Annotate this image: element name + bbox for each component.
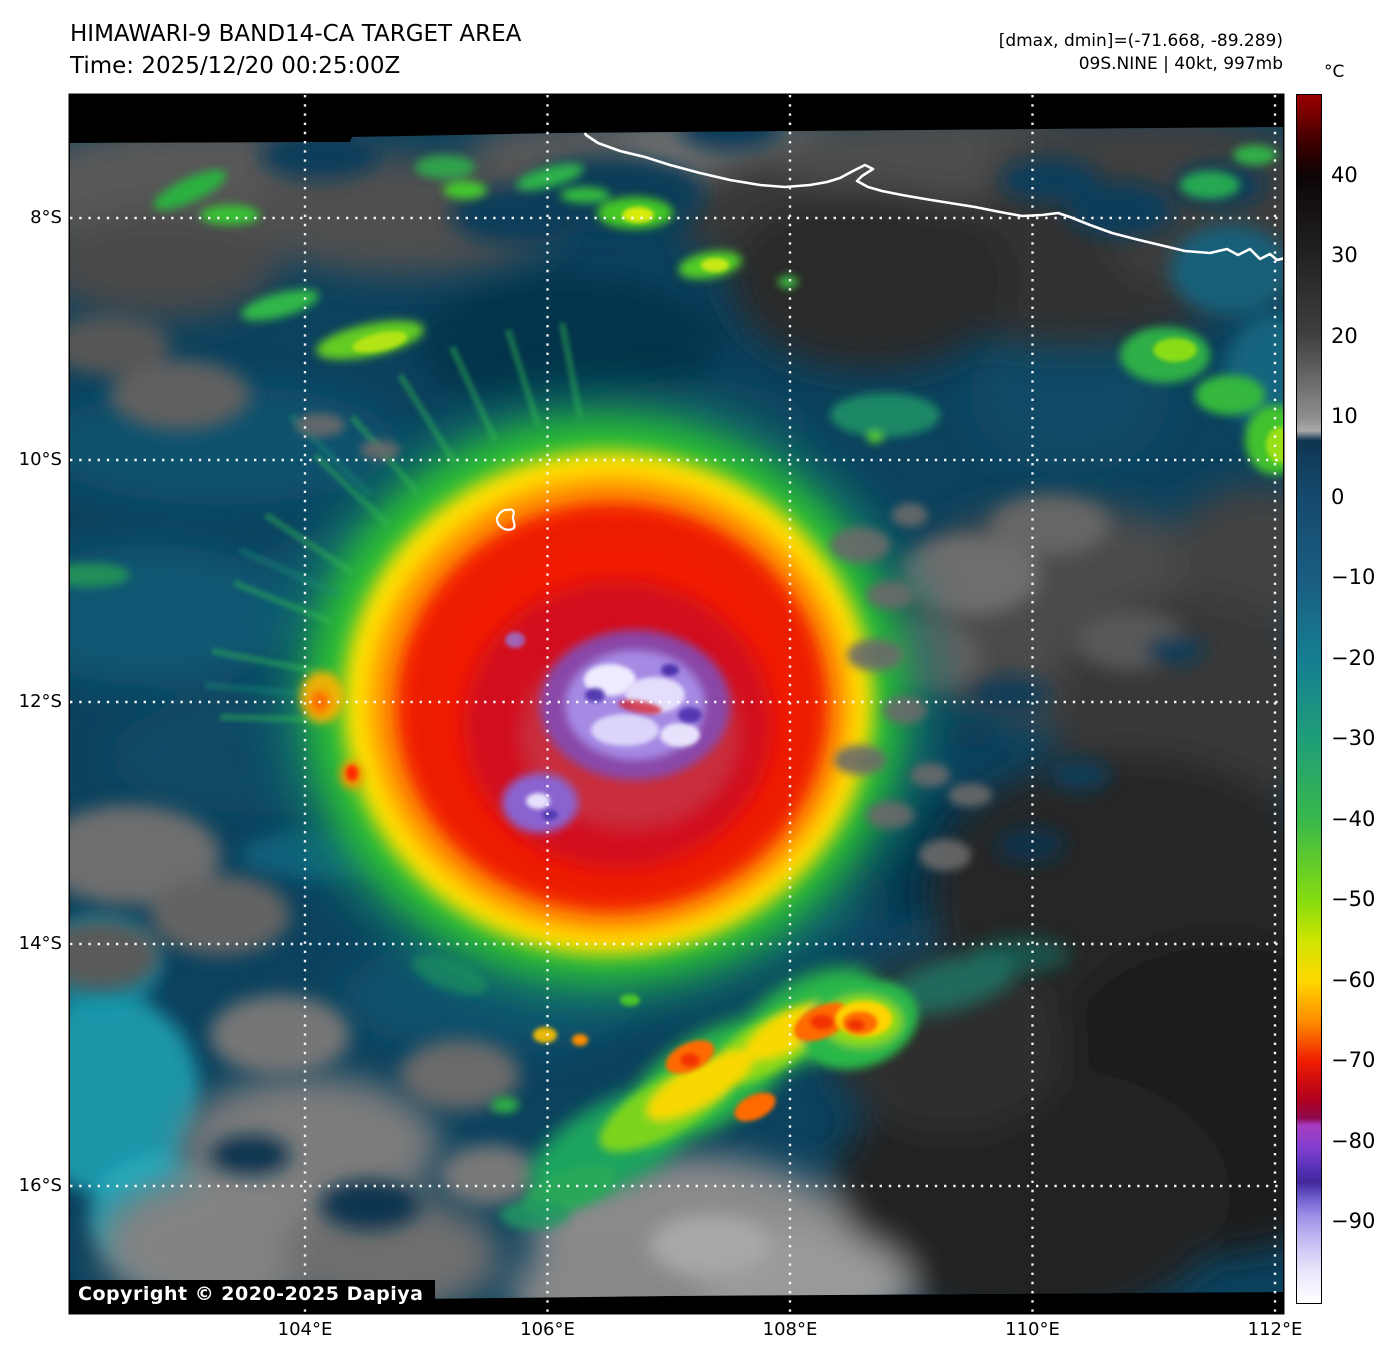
colorbar-unit-label: °C — [1324, 62, 1345, 82]
green-speckles — [70, 145, 1283, 587]
green-speckle-cores — [352, 207, 1283, 463]
island-outline — [495, 508, 516, 531]
lon-tick-label: 108°E — [762, 1319, 818, 1340]
colorbar-tick-label: 40 — [1331, 162, 1358, 187]
graticule-gridlines — [70, 95, 1283, 1313]
temperature-colorbar — [1297, 95, 1321, 1303]
lon-tick-label: 110°E — [1005, 1319, 1060, 1340]
lat-tick-label: 8°S — [30, 207, 62, 228]
cyclone — [204, 322, 945, 1020]
colorbar-tick-label: −10 — [1331, 565, 1376, 590]
coastline-java — [580, 127, 1283, 262]
colorbar-tick-label: −70 — [1331, 1048, 1376, 1073]
copyright-badge: Copyright © 2020-2025 Dapiya — [70, 1280, 436, 1309]
colorbar-tick-label: −90 — [1331, 1209, 1376, 1234]
se-convective-band — [412, 937, 1070, 1230]
colorbar-tick-label: −80 — [1331, 1128, 1376, 1153]
overshooting-tops — [502, 630, 730, 833]
gray-fragments — [295, 413, 992, 871]
storm-info: 09S.NINE | 40kt, 997mb — [1078, 54, 1283, 74]
colorbar-tick-label: −30 — [1331, 726, 1376, 751]
lat-tick-label: 12°S — [18, 691, 62, 712]
gray-cloud-detail — [70, 127, 1283, 1275]
lat-tick-label: 14°S — [18, 933, 62, 954]
colorbar-tick-label: 30 — [1331, 243, 1358, 268]
lon-tick-label: 104°E — [277, 1319, 333, 1340]
colorbar-tick-label: 20 — [1331, 323, 1358, 348]
lat-tick-label: 10°S — [18, 449, 62, 470]
dmax-dmin-readout: [dmax, dmin]=(-71.668, -89.289) — [998, 31, 1283, 51]
cirrus-streaks — [211, 322, 584, 724]
colorbar-tick-label: −40 — [1331, 806, 1376, 831]
title-block: HIMAWARI-9 BAND14-CA TARGET AREA Time: 2… — [70, 18, 521, 82]
colorbar-tick-label: 10 — [1331, 404, 1358, 429]
colorbar-tick-label: −20 — [1331, 645, 1376, 670]
meta-block: [dmax, dmin]=(-71.668, -89.289) 09S.NINE… — [999, 30, 1283, 76]
map-canvas: Copyright © 2020-2025 Dapiya — [70, 95, 1283, 1313]
satellite-image — [70, 95, 1283, 1313]
lat-tick-label: 16°S — [18, 1175, 62, 1196]
colorbar-tick-label: 0 — [1331, 484, 1345, 509]
lon-tick-label: 112°E — [1247, 1319, 1303, 1340]
lon-tick-label: 106°E — [520, 1319, 575, 1340]
timestamp: Time: 2025/12/20 00:25:00Z — [70, 53, 401, 79]
page-title: HIMAWARI-9 BAND14-CA TARGET AREA — [70, 21, 522, 47]
colorbar-tick-label: −60 — [1331, 967, 1376, 992]
colorbar-tick-label: −50 — [1331, 887, 1376, 912]
